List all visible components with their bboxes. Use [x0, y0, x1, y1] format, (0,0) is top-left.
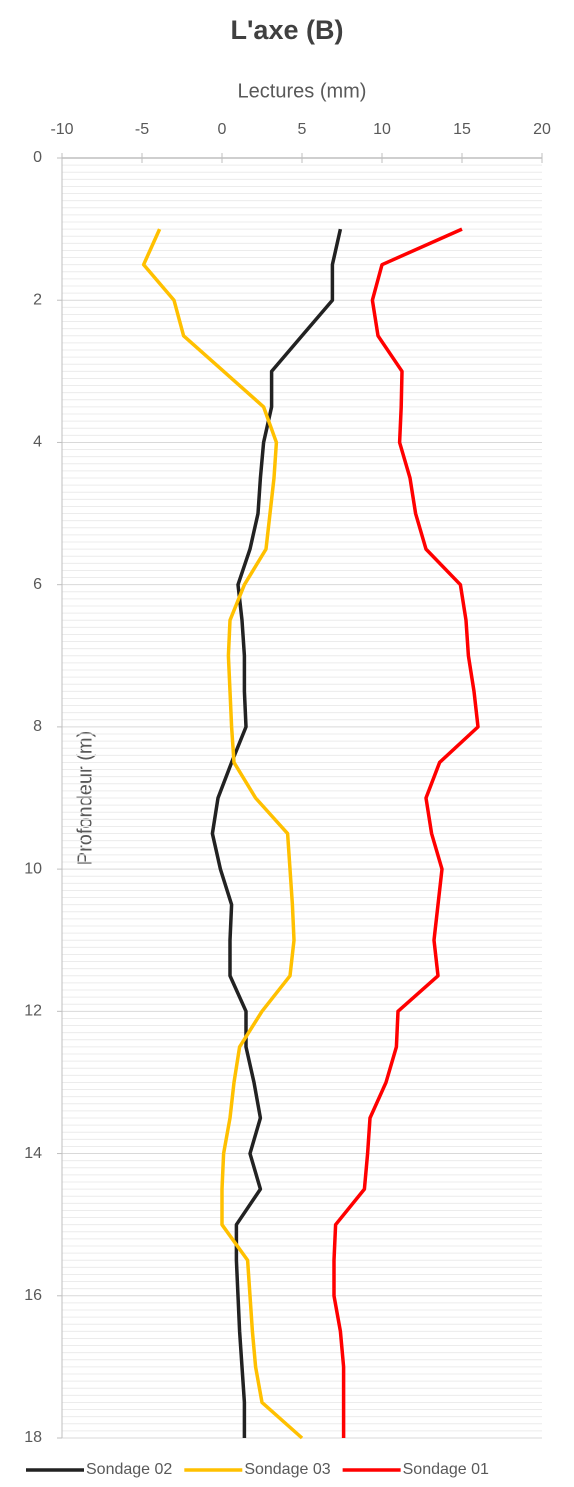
y-tick-label: 6: [33, 576, 42, 593]
y-tick-label: 10: [24, 860, 42, 877]
x-tick-label: 10: [373, 121, 391, 138]
y-tick-label: 4: [33, 434, 42, 451]
x-tick-label: -10: [50, 121, 73, 138]
y-tick-label: 16: [24, 1287, 42, 1304]
y-tick-label: 12: [24, 1003, 42, 1020]
series-line: [210, 228, 343, 1438]
x-tick-label: 15: [453, 121, 471, 138]
y-tick-label: 0: [33, 149, 42, 166]
legend-label: Sondage 01: [403, 1461, 489, 1478]
series-line: [332, 227, 480, 1438]
x-tick-label: 20: [533, 121, 551, 138]
y-tick-label: 2: [33, 291, 42, 308]
legend-label: Sondage 03: [244, 1461, 330, 1478]
chart-title: L'axe (B): [231, 15, 344, 45]
y-tick-label: 8: [33, 718, 42, 735]
x-tick-label: 5: [298, 121, 307, 138]
series-line: [141, 228, 304, 1440]
x-tick-label: -5: [135, 121, 149, 138]
x-axis-label: Lectures (mm): [238, 80, 367, 102]
x-tick-label: 0: [218, 121, 227, 138]
y-tick-label: 14: [24, 1145, 42, 1162]
y-tick-label: 18: [24, 1429, 42, 1446]
legend-label: Sondage 02: [86, 1461, 172, 1478]
